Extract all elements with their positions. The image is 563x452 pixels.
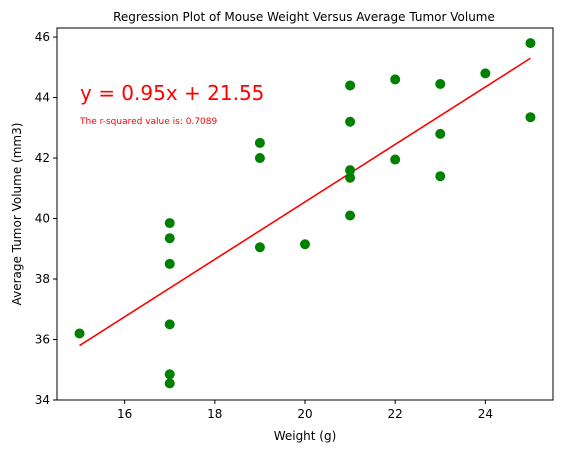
data-point	[390, 154, 401, 165]
r-squared-annotation: The r-squared value is: 0.7089	[79, 117, 217, 127]
data-point	[164, 218, 175, 229]
data-point	[300, 239, 310, 250]
data-point	[480, 68, 491, 79]
x-tick-label: 18	[207, 407, 222, 421]
scatter-points	[74, 38, 536, 389]
y-tick-label: 44	[35, 91, 50, 105]
data-point	[435, 78, 446, 89]
data-point	[435, 171, 446, 182]
x-axis-label: Weight (g)	[274, 429, 337, 443]
y-tick-label: 46	[35, 30, 50, 44]
x-axis-ticks: 16 18 20 22 24	[117, 400, 493, 421]
x-tick-label: 22	[388, 407, 403, 421]
data-point	[254, 137, 265, 148]
y-tick-label: 36	[35, 333, 50, 347]
y-axis-ticks: 34 36 38 40 42 44 46	[35, 30, 57, 407]
data-point	[345, 116, 356, 127]
data-point	[254, 242, 265, 253]
y-tick-label: 42	[35, 151, 50, 165]
y-tick-label: 38	[35, 272, 50, 286]
chart-title: Regression Plot of Mouse Weight Versus A…	[113, 10, 495, 24]
y-axis-label: Average Tumor Volume (mm3)	[10, 123, 24, 306]
y-tick-label: 40	[35, 212, 50, 226]
data-point	[164, 369, 175, 380]
data-point	[164, 258, 175, 269]
data-point	[525, 38, 536, 49]
data-point	[74, 328, 85, 339]
data-point	[345, 165, 356, 176]
data-point	[435, 128, 446, 139]
plot-area	[74, 38, 536, 389]
data-point	[345, 172, 356, 183]
x-tick-label: 16	[117, 407, 132, 421]
x-tick-label: 20	[297, 407, 312, 421]
data-point	[525, 112, 536, 123]
x-tick-label: 24	[478, 407, 493, 421]
data-point	[164, 319, 175, 330]
regression-equation: y = 0.95x + 21.55	[80, 81, 264, 105]
data-point	[164, 378, 175, 389]
data-point	[164, 233, 175, 244]
data-point	[254, 153, 265, 164]
y-tick-label: 34	[35, 393, 50, 407]
data-point	[390, 74, 401, 85]
data-point	[345, 80, 356, 91]
data-point	[345, 210, 356, 221]
regression-line	[79, 57, 531, 347]
